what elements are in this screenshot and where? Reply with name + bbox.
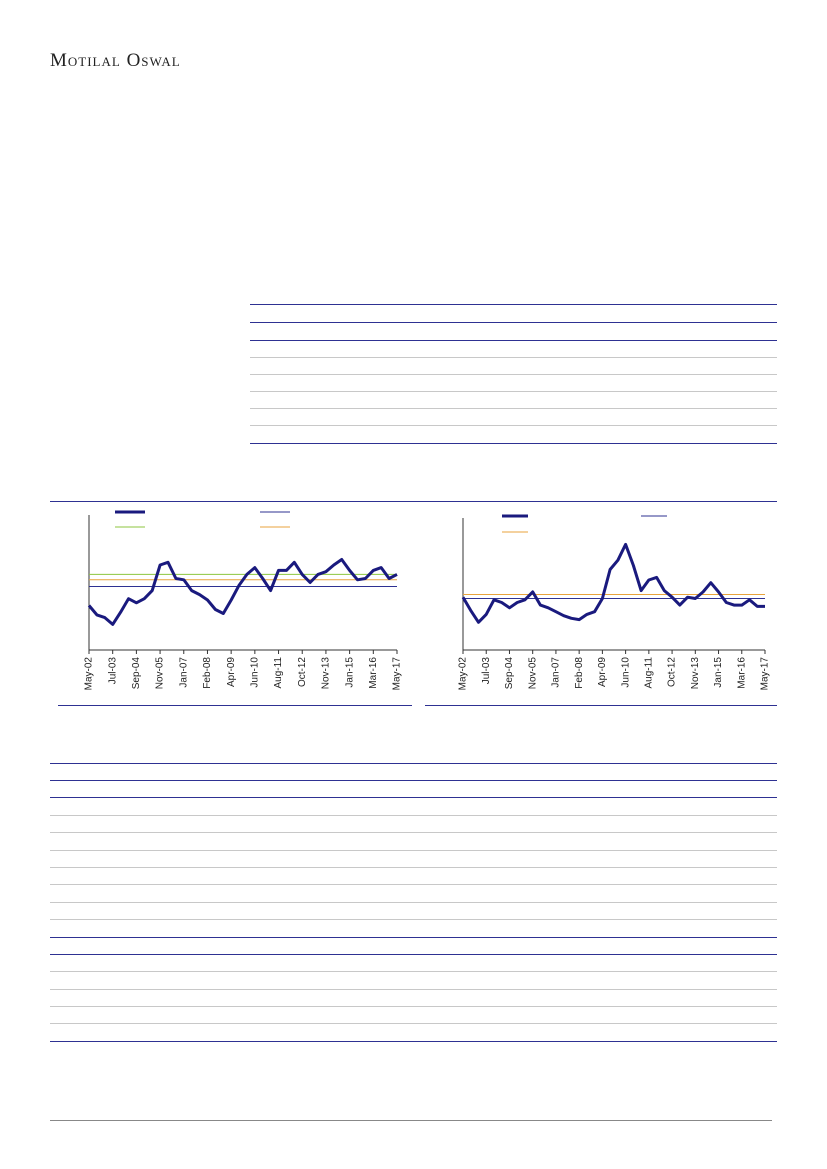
x-tick-label: Jan-07 — [178, 657, 189, 688]
x-tick-label: Aug-11 — [273, 657, 284, 689]
brand: Motilal Oswal — [50, 50, 181, 71]
x-tick-label: Aug-11 — [643, 657, 654, 689]
x-tick-label: Nov-05 — [527, 657, 538, 690]
x-tick-label: Jan-15 — [344, 657, 355, 688]
x-tick-label: Feb-08 — [574, 657, 585, 689]
x-tick-label: Oct-12 — [297, 657, 308, 687]
x-tick-label: May-17 — [392, 657, 403, 691]
x-tick-label: Feb-08 — [202, 657, 213, 689]
x-tick-label: Mar-16 — [368, 657, 379, 689]
x-tick-label: Jun-10 — [249, 657, 260, 688]
series-line — [87, 558, 398, 626]
x-tick-label: Oct-12 — [667, 657, 678, 687]
x-tick-label: Jun-10 — [620, 657, 631, 688]
x-tick-label: Sep-04 — [504, 657, 515, 690]
series-line — [461, 542, 765, 624]
x-tick-label: Jan-07 — [551, 657, 562, 688]
x-tick-label: Jan-15 — [713, 657, 724, 688]
line-chart: May-02 Jul-03 Sep-04 Nov-05 Jan-07 Feb-08 Apr-… — [84, 510, 403, 691]
x-tick-label: Jul-03 — [107, 657, 118, 685]
x-tick-label: Sep-04 — [131, 657, 142, 690]
x-tick-label: Nov-05 — [155, 657, 166, 690]
x-tick-label: Nov-13 — [690, 657, 701, 690]
x-tick-label: Nov-13 — [321, 657, 332, 690]
x-tick-label: Apr-09 — [226, 657, 237, 687]
x-tick-label: Jul-03 — [481, 657, 492, 685]
line-chart: May-02 Jul-03 Sep-04 Nov-05 Jan-07 Feb-08 Apr-… — [458, 514, 771, 691]
x-tick-label: May-17 — [760, 657, 771, 691]
x-tick-label: May-02 — [84, 657, 95, 691]
x-tick-label: May-02 — [458, 657, 469, 691]
x-tick-label: Apr-09 — [597, 657, 608, 687]
table-1 — [250, 304, 777, 444]
table-2 — [50, 763, 777, 1042]
chart-frame — [50, 501, 777, 706]
x-tick-label: Mar-16 — [736, 657, 747, 689]
